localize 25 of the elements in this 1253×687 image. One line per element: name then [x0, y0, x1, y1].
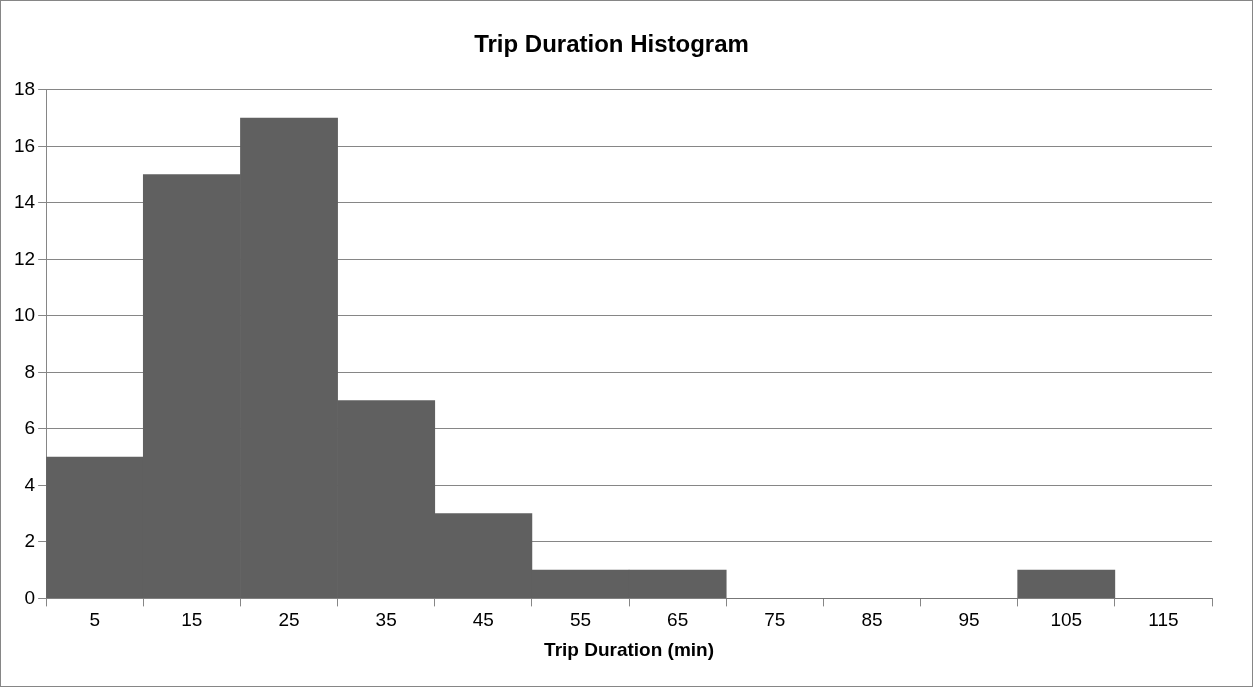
x-tick-label: 95 [958, 609, 980, 631]
x-tick-label: 15 [181, 609, 203, 631]
y-tick-label: 0 [24, 586, 36, 608]
x-tick-label: 75 [764, 609, 786, 631]
x-tick-label: 5 [89, 609, 100, 631]
y-tick-label: 14 [13, 191, 36, 213]
x-tick-label: 45 [472, 609, 494, 631]
y-tick-label: 10 [13, 304, 36, 326]
y-tick-label: 18 [13, 78, 36, 100]
y-tick-label: 4 [24, 473, 36, 495]
x-tick-label: 85 [861, 609, 883, 631]
y-tick-label: 8 [24, 360, 36, 382]
x-tick-label: 115 [1148, 609, 1179, 631]
chart-title: Trip Duration Histogram [474, 30, 749, 58]
y-tick-label: 16 [13, 134, 36, 156]
x-axis-title: Trip Duration (min) [544, 638, 715, 660]
x-tick-label: 55 [569, 609, 592, 631]
x-tick-label: 105 [1050, 609, 1083, 631]
bar [1017, 569, 1116, 599]
x-tick-label: 65 [667, 609, 689, 631]
x-tick-label: 25 [278, 609, 300, 631]
y-tick-label: 12 [13, 247, 36, 269]
y-tick-label: 2 [24, 530, 36, 552]
y-tick-label: 6 [24, 417, 36, 439]
x-tick-label: 35 [375, 609, 397, 631]
